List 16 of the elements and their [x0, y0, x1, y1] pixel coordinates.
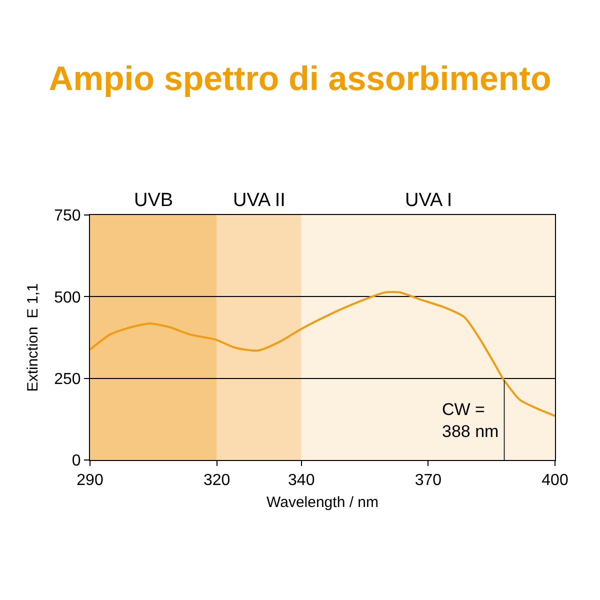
chart-title: Ampio spettro di assorbimento — [48, 60, 552, 98]
ref-line-label: CW = 388 nm — [442, 400, 499, 442]
x-tick-label: 340 — [288, 472, 315, 490]
y-tick-label: 500 — [54, 289, 81, 306]
y-tick-label: 0 — [72, 452, 81, 470]
band-label: UVA II — [233, 190, 286, 211]
x-axis-title: Wavelength / nm — [266, 494, 378, 512]
y-tick-label: 250 — [54, 370, 81, 388]
x-tick-label: 320 — [203, 472, 230, 490]
x-tick-label: 370 — [414, 472, 442, 490]
y-axis-title: Extinction E 1,1 — [24, 283, 42, 392]
y-tick-label: 750 — [54, 208, 81, 225]
x-tick-label: 290 — [76, 472, 104, 490]
band-label: UVB — [134, 190, 174, 211]
x-tick-label: 400 — [542, 472, 568, 490]
band-label: UVA I — [405, 190, 452, 211]
